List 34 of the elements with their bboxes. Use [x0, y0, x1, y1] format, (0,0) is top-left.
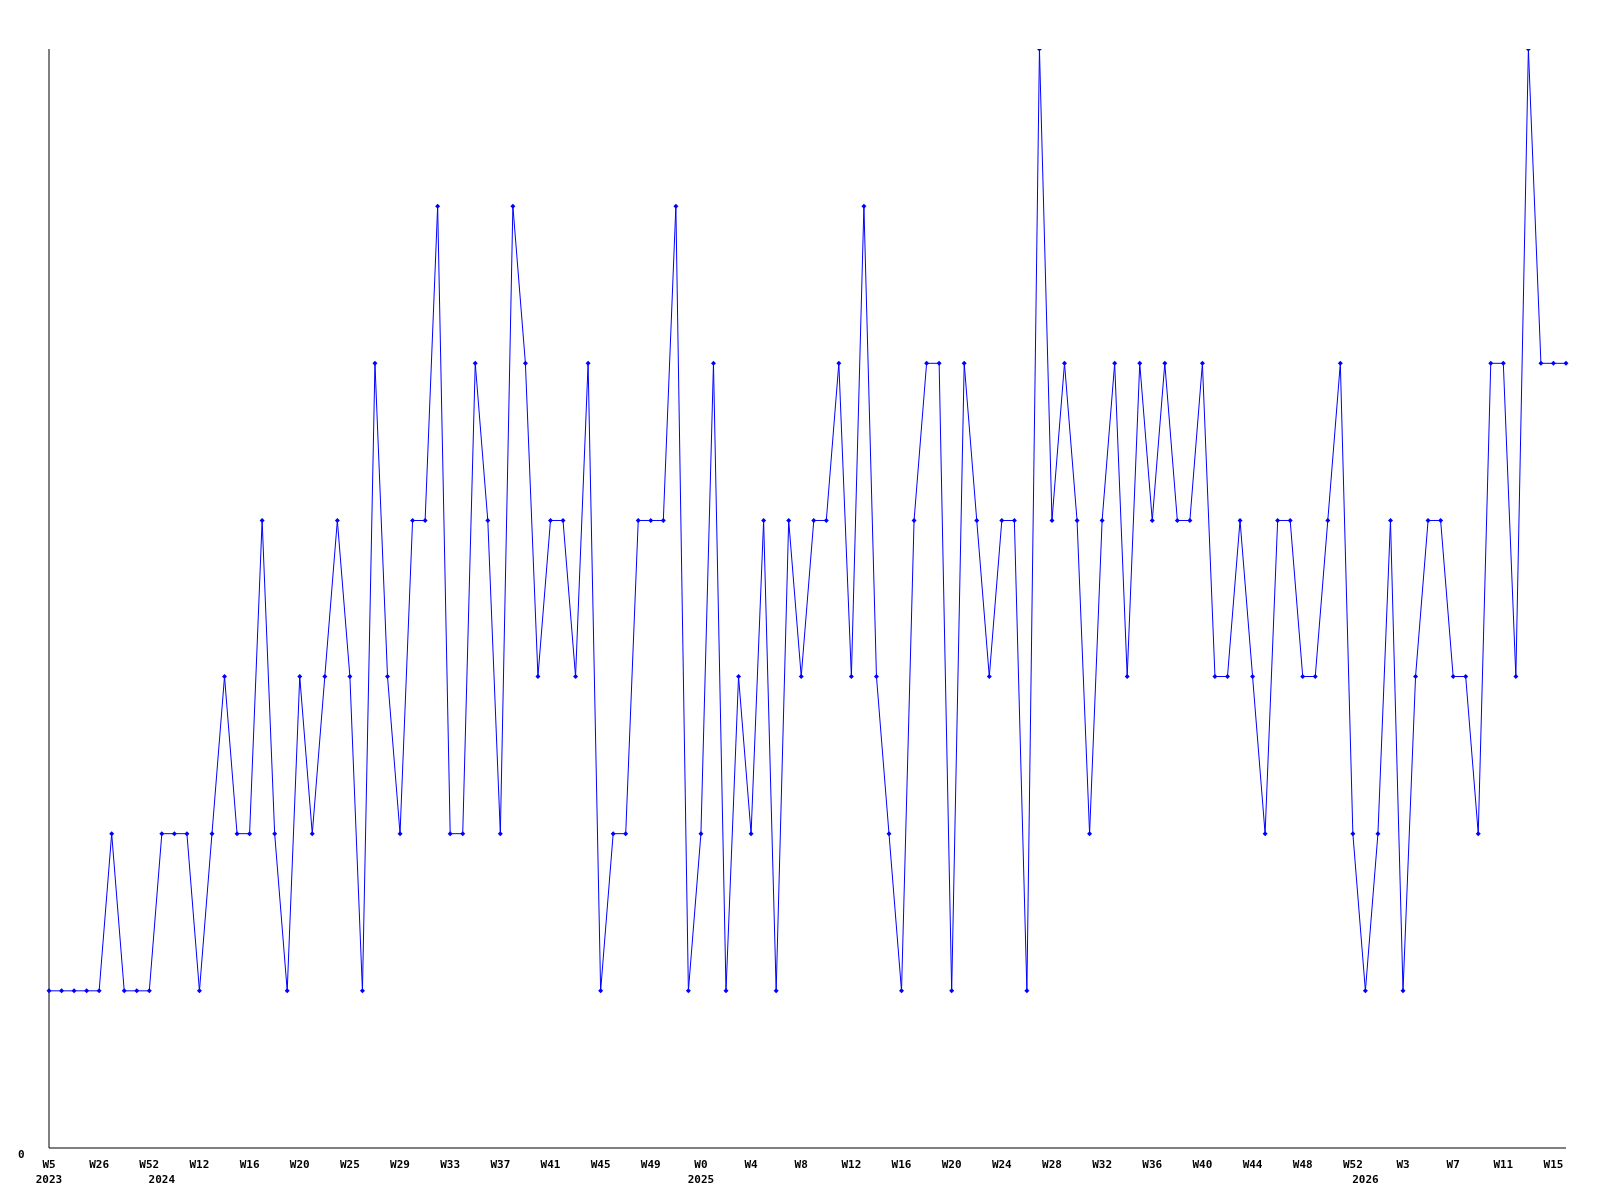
x-tick-label: W26: [89, 1158, 110, 1171]
x-tick-label: W49: [640, 1158, 661, 1171]
x-tick-label: W52: [1342, 1158, 1363, 1171]
x-tick-label: W11: [1493, 1158, 1514, 1171]
x-tick-label: W36: [1142, 1158, 1163, 1171]
x-tick-label: W8: [794, 1158, 808, 1171]
x-tick-label: W0 2025: [687, 1158, 715, 1186]
x-tick-label: W15: [1543, 1158, 1564, 1171]
text: 0: [18, 1148, 25, 1161]
x-tick-label: 2026: [1352, 1173, 1380, 1186]
x-tick-label: W32: [1092, 1158, 1113, 1171]
x-tick-label: W28: [1042, 1158, 1062, 1171]
x-tick-label: W16: [239, 1158, 260, 1171]
x-tick-label: W37: [490, 1158, 511, 1171]
x-tick-label: W29: [390, 1158, 410, 1171]
x-tick-label: W45: [590, 1158, 611, 1171]
x-tick-label: W24: [991, 1158, 1013, 1171]
x-tick-label: W3: [1396, 1158, 1410, 1171]
x-tick-label: W33: [440, 1158, 461, 1171]
x-tick-label: W4: [744, 1158, 759, 1171]
x-tick-label: W12: [189, 1158, 210, 1171]
x-tick-label: 2024: [148, 1173, 176, 1186]
x-tick-label: W41: [540, 1158, 561, 1171]
x-tick-label: W16: [891, 1158, 912, 1171]
x-tick-label: W40: [1192, 1158, 1213, 1171]
x-tick-label: W20: [289, 1158, 310, 1171]
x-tick-label: W7: [1446, 1158, 1460, 1171]
x-tick-label: W52: [139, 1158, 160, 1171]
x-tick-label: W5 2023: [35, 1158, 63, 1186]
x-tick-label: W44: [1242, 1158, 1263, 1171]
x-tick-label: W20: [941, 1158, 962, 1171]
x-tick-label: W12: [841, 1158, 862, 1171]
x-tick-label: W48: [1292, 1158, 1313, 1171]
x-tick-label: W25: [339, 1158, 360, 1171]
